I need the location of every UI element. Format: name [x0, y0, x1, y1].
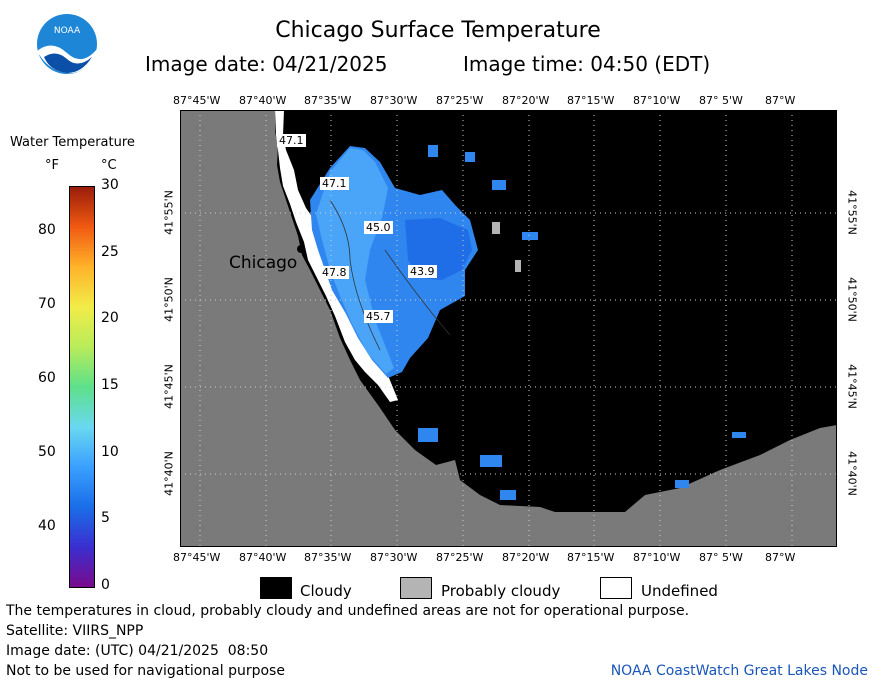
longitude-label: 87°45'W [173, 551, 221, 564]
longitude-label: 87°15'W [567, 551, 615, 564]
probably-cloudy-label: Probably cloudy [441, 582, 561, 600]
coastwatch-node: NOAA CoastWatch Great Lakes Node [610, 663, 868, 679]
chicago-marker [297, 245, 305, 253]
longitude-label: 87°20'W [502, 551, 550, 564]
nav-warning: Not to be used for navigational purpose [6, 663, 285, 679]
image-date: Image date: 04/21/2025 [145, 52, 388, 76]
longitude-label: 87°W [765, 551, 796, 564]
satellite: Satellite: VIIRS_NPP [6, 623, 144, 639]
map-frame [180, 110, 837, 547]
longitude-label: 87°40'W [239, 94, 287, 107]
unit-fahrenheit: °F [45, 158, 59, 173]
longitude-label: 87°15'W [567, 94, 615, 107]
disclaimer: The temperatures in cloud, probably clou… [6, 603, 690, 619]
cloudy-swatch [260, 577, 292, 599]
cool-water [405, 218, 472, 280]
latitude-label: 41°45'N [845, 364, 859, 409]
longitude-label: 87°35'W [304, 551, 352, 564]
water-patch [465, 152, 475, 162]
celsius-tick: 15 [101, 377, 119, 393]
celsius-tick: 20 [101, 310, 119, 327]
water-patch [418, 428, 438, 442]
water-patch [675, 480, 689, 488]
longitude-label: 87° 5'W [699, 94, 743, 107]
celsius-tick: 10 [101, 443, 119, 460]
fahrenheit-tick: 60 [38, 370, 56, 386]
latitude-label: 41°55'N [845, 190, 859, 235]
warm-water [316, 148, 394, 374]
water-patch [500, 490, 516, 500]
undefined-label: Undefined [641, 582, 718, 600]
colorbar [69, 186, 95, 588]
noaa-logo: NOAA [37, 14, 97, 74]
longitude-label: 87°25'W [436, 551, 484, 564]
longitude-label: 87°40'W [239, 551, 287, 564]
longitude-label: 87°10'W [633, 94, 681, 107]
logo-text: NOAA [54, 26, 81, 36]
fahrenheit-tick: 50 [38, 444, 56, 460]
isotherm-label: 47.1 [320, 177, 349, 190]
longitude-label: 87°45'W [173, 94, 221, 107]
celsius-tick: 5 [101, 510, 110, 527]
latitude-label: 41°50'N [845, 277, 859, 322]
longitude-label: 87°30'W [370, 94, 418, 107]
water-patch [480, 455, 502, 467]
isotherm-label: 43.9 [408, 265, 437, 278]
probably-cloudy-swatch [400, 577, 432, 599]
undefined-swatch [600, 577, 632, 599]
water-patch [492, 180, 506, 190]
isotherm-label: 45.0 [364, 221, 393, 234]
probably-cloudy-patch [515, 260, 521, 272]
probably-cloudy-patch [492, 222, 500, 234]
latitude-label: 41°50'N [162, 277, 176, 322]
water-patch [732, 432, 746, 438]
celsius-tick: 30 [101, 177, 119, 193]
map-title: Chicago Surface Temperature [275, 18, 601, 43]
longitude-label: 87°W [765, 94, 796, 107]
map-area [180, 110, 837, 547]
fahrenheit-tick: 80 [38, 222, 56, 238]
unit-celsius: °C [101, 158, 117, 173]
longitude-label: 87°10'W [633, 551, 681, 564]
longitude-label: 87°30'W [370, 551, 418, 564]
water-patch [428, 145, 438, 157]
longitude-label: 87°35'W [304, 94, 352, 107]
isotherm-label: 47.8 [320, 266, 349, 279]
city-label: Chicago [229, 253, 298, 273]
latitude-label: 41°40'N [845, 451, 859, 496]
image-time: Image time: 04:50 (EDT) [463, 52, 711, 76]
isotherm-label: 45.7 [364, 310, 393, 323]
longitude-label: 87°20'W [502, 94, 550, 107]
water-patch [522, 232, 538, 240]
colorbar-title: Water Temperature [10, 135, 135, 150]
latitude-label: 41°55'N [162, 190, 176, 235]
fahrenheit-tick: 70 [38, 296, 56, 312]
isotherm-line [384, 249, 451, 336]
celsius-tick: 0 [101, 577, 110, 593]
land-area [180, 110, 837, 547]
isotherm-label: 47.1 [277, 134, 306, 147]
latitude-label: 41°45'N [162, 364, 176, 409]
longitude-label: 87°25'W [436, 94, 484, 107]
latitude-label: 41°40'N [162, 451, 176, 496]
celsius-tick: 25 [101, 243, 119, 260]
utc-date: Image date: (UTC) 04/21/2025 08:50 [6, 643, 269, 659]
fahrenheit-tick: 40 [38, 518, 56, 534]
longitude-label: 87° 5'W [699, 551, 743, 564]
cloudy-label: Cloudy [300, 582, 352, 600]
